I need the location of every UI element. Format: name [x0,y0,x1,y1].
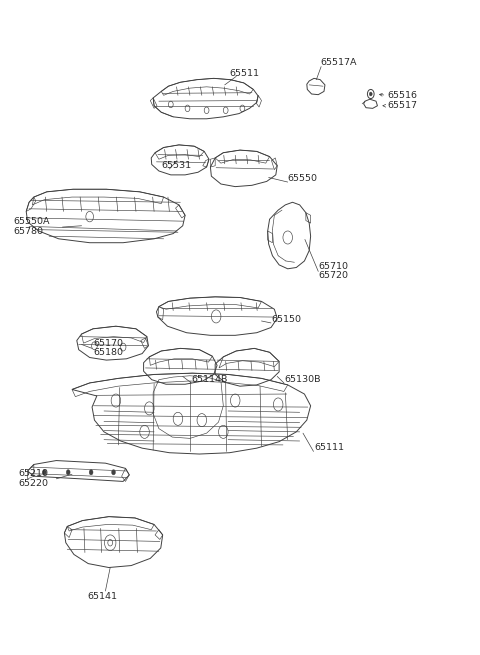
Circle shape [112,470,116,475]
Text: 65517: 65517 [387,102,417,110]
Circle shape [66,470,70,475]
Text: 65180: 65180 [93,348,123,358]
Text: 65511: 65511 [229,69,260,78]
Text: 65170: 65170 [93,339,123,348]
Text: 65150: 65150 [271,315,301,324]
Text: 65141: 65141 [87,591,117,601]
Text: 65780: 65780 [13,227,43,236]
Circle shape [42,470,46,475]
Circle shape [369,92,372,96]
Text: 65130B: 65130B [285,375,321,384]
Circle shape [89,470,93,475]
Text: 65114B: 65114B [192,375,228,384]
Text: 65516: 65516 [387,91,417,100]
Text: 65710: 65710 [319,262,349,271]
Text: 65531: 65531 [162,161,192,170]
Text: 65210: 65210 [18,469,48,478]
Text: 65220: 65220 [18,479,48,488]
Text: 65720: 65720 [319,271,349,280]
Text: 65550A: 65550A [13,217,50,227]
Text: 65517A: 65517A [320,58,357,67]
Text: 65550: 65550 [288,174,318,183]
Text: 65111: 65111 [314,443,344,452]
